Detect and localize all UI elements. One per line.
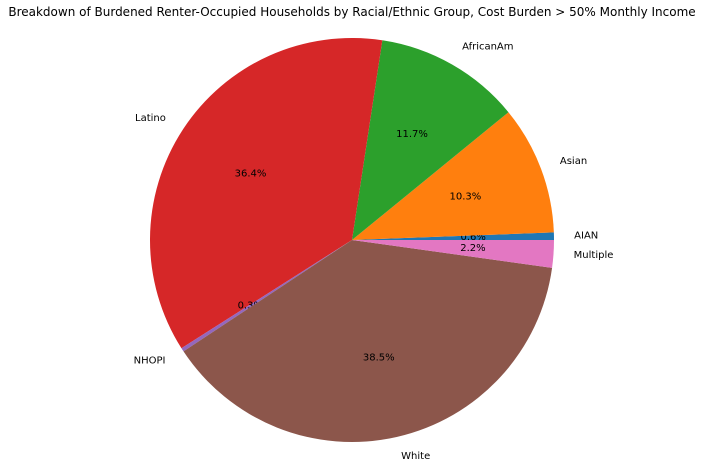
pie-slice-nhopi (181, 240, 352, 352)
percent-label-multiple: 2.2% (460, 243, 485, 254)
slice-label-aian: AIAN (574, 230, 598, 241)
pie-slice-multiple (352, 240, 554, 268)
percent-label-white: 38.5% (363, 353, 395, 364)
percent-label-asian: 10.3% (449, 192, 481, 203)
slice-label-latino: Latino (135, 113, 166, 124)
pie-slice-aian (352, 232, 555, 240)
slice-label-asian: Asian (560, 156, 587, 167)
slice-label-nhopi: NHOPI (134, 355, 166, 366)
pie-slice-latino (150, 37, 383, 349)
pie-slice-white (183, 240, 553, 442)
percent-label-latino: 36.4% (235, 168, 267, 179)
slice-label-africanam: AfricanAm (462, 41, 513, 52)
percent-label-africanam: 11.7% (396, 129, 428, 140)
percent-label-aian: 0.6% (460, 232, 485, 243)
slice-label-multiple: Multiple (574, 250, 614, 261)
pie-slice-africanam (352, 40, 509, 240)
chart-title: Breakdown of Burdened Renter-Occupied Ho… (8, 5, 696, 19)
slice-label-white: White (401, 451, 430, 462)
pie-slice-asian (352, 112, 554, 240)
percent-label-nhopi: 0.3% (238, 300, 263, 311)
